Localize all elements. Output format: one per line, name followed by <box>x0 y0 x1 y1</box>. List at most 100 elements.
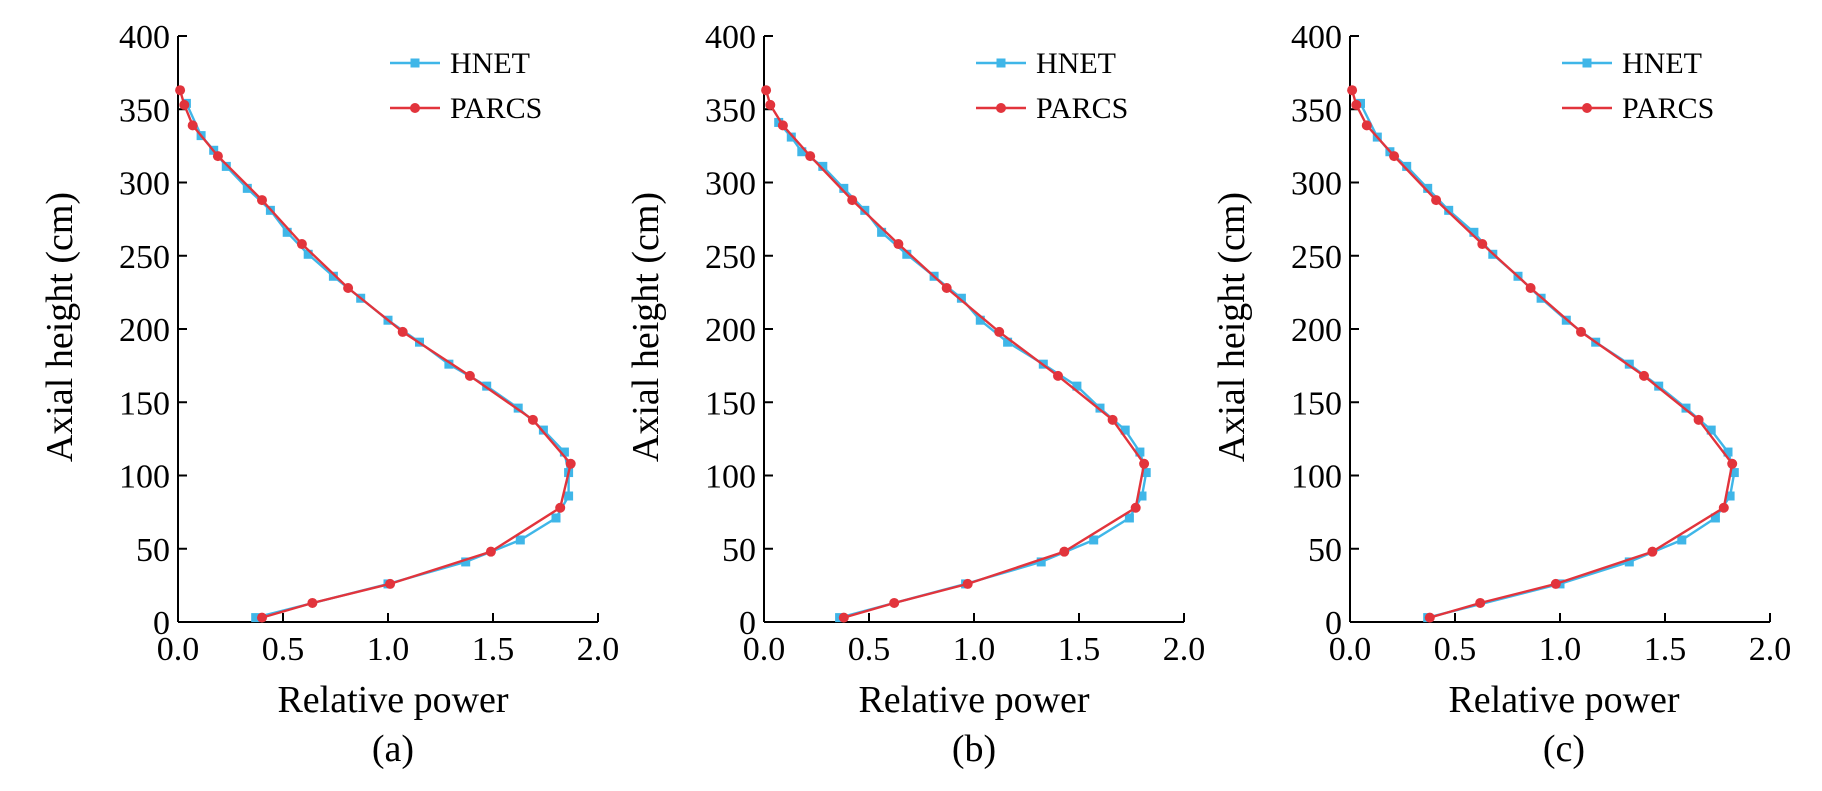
y-tick-label: 200 <box>1291 312 1342 349</box>
x-tick-label: 1.0 <box>1539 631 1582 668</box>
x-tick-label: 1.5 <box>1644 631 1687 668</box>
data-point-parcs <box>1639 370 1649 381</box>
data-point-parcs <box>1361 120 1372 131</box>
y-tick-label: 350 <box>705 92 756 129</box>
data-point-parcs <box>761 85 772 96</box>
y-tick-label: 400 <box>705 19 756 56</box>
y-tick-label: 150 <box>1291 385 1342 422</box>
legend-marker-parcs <box>1582 103 1592 113</box>
data-point-hnet <box>1469 227 1479 237</box>
data-point-parcs <box>1351 99 1362 110</box>
data-point-parcs <box>1550 578 1561 589</box>
data-point-parcs <box>257 195 267 206</box>
panel-caption: (a) <box>372 728 414 770</box>
x-tick-label: 0.0 <box>157 631 200 668</box>
y-tick-label: 0 <box>153 605 170 642</box>
legend-marker-hnet <box>410 58 420 68</box>
y-tick-label: 300 <box>705 166 756 203</box>
x-tick-label: 1.5 <box>1058 631 1101 668</box>
y-tick-label: 150 <box>705 385 756 422</box>
y-tick-label: 350 <box>1291 92 1342 129</box>
y-tick-label: 200 <box>119 312 170 349</box>
x-axis-title: Relative power <box>1448 679 1679 721</box>
chart-panel-b: Axial height (cm) Relative power (b) HNE… <box>625 19 1205 770</box>
data-point-parcs <box>962 578 973 589</box>
data-point-hnet <box>1729 468 1739 478</box>
x-tick-label: 2.0 <box>1163 631 1206 668</box>
data-point-parcs <box>527 414 538 425</box>
data-point-hnet <box>1681 403 1691 413</box>
y-tick-label: 50 <box>136 532 170 569</box>
legend-marker-hnet <box>1582 58 1592 68</box>
y-tick-label: 200 <box>705 312 756 349</box>
data-point-hnet <box>774 117 784 127</box>
x-tick-label: 0.5 <box>1434 631 1477 668</box>
data-point-hnet <box>818 161 828 171</box>
data-point-parcs <box>1107 414 1118 425</box>
y-tick-label: 50 <box>1308 532 1342 569</box>
y-tick-label: 250 <box>1291 239 1342 276</box>
y-tick-label: 350 <box>119 92 170 129</box>
data-point-hnet <box>1423 183 1433 193</box>
data-point-hnet <box>839 183 849 193</box>
panel-caption: (b) <box>952 728 996 770</box>
data-point-parcs <box>847 195 858 206</box>
data-point-parcs <box>397 326 408 337</box>
data-point-hnet <box>461 557 471 567</box>
series-line-parcs <box>764 89 1146 619</box>
data-point-parcs <box>1475 597 1486 608</box>
data-point-hnet <box>860 205 870 215</box>
data-point-parcs <box>765 99 776 110</box>
data-point-parcs <box>464 370 475 381</box>
legend-label-hnet: HNET <box>1622 47 1702 80</box>
data-point-parcs <box>1053 370 1063 381</box>
data-point-parcs <box>1139 458 1150 469</box>
data-point-hnet <box>1124 513 1134 523</box>
x-tick-label: 0.0 <box>743 631 786 668</box>
data-point-hnet <box>559 447 569 457</box>
data-point-parcs <box>994 326 1005 337</box>
data-point-hnet <box>538 425 548 435</box>
data-point-hnet <box>328 271 338 281</box>
data-point-parcs <box>941 282 952 293</box>
y-tick-label: 0 <box>1325 605 1342 642</box>
chart-panel-a: Axial height (cm) Relative power (a) HNE… <box>39 19 619 770</box>
data-point-hnet <box>242 183 252 193</box>
data-point-parcs <box>296 239 307 250</box>
y-tick-label: 400 <box>119 19 170 56</box>
data-point-hnet <box>515 535 525 545</box>
data-point-hnet <box>1654 381 1664 391</box>
y-axis-title: Axial height (cm) <box>39 192 81 462</box>
data-point-hnet <box>282 227 292 237</box>
legend: HNET PARCS <box>1562 47 1714 125</box>
data-point-parcs <box>1389 151 1400 162</box>
data-point-parcs <box>343 282 354 293</box>
data-point-parcs <box>485 546 496 557</box>
data-point-hnet <box>797 147 807 157</box>
legend: HNET PARCS <box>976 47 1128 125</box>
data-point-hnet <box>1137 491 1147 501</box>
data-point-parcs <box>187 120 198 131</box>
series-line-parcs <box>1350 89 1734 619</box>
data-point-hnet <box>1706 425 1716 435</box>
data-point-parcs <box>1347 85 1358 96</box>
data-point-parcs <box>1693 414 1704 425</box>
data-point-hnet <box>1723 447 1733 457</box>
data-point-parcs <box>385 578 396 589</box>
data-point-parcs <box>838 612 849 623</box>
x-tick-label: 0.5 <box>848 631 891 668</box>
data-point-parcs <box>777 120 788 131</box>
data-point-hnet <box>303 249 313 259</box>
data-point-hnet <box>786 132 796 142</box>
y-tick-label: 250 <box>119 239 170 276</box>
y-tick-label: 100 <box>705 459 756 496</box>
data-point-hnet <box>1095 403 1105 413</box>
y-tick-label: 0 <box>739 605 756 642</box>
data-point-parcs <box>179 99 190 110</box>
data-point-parcs <box>212 151 223 162</box>
data-point-hnet <box>1003 337 1013 347</box>
x-tick-label: 0.5 <box>262 631 305 668</box>
data-point-parcs <box>1477 239 1488 250</box>
data-point-parcs <box>893 239 904 250</box>
data-point-parcs <box>257 612 267 623</box>
